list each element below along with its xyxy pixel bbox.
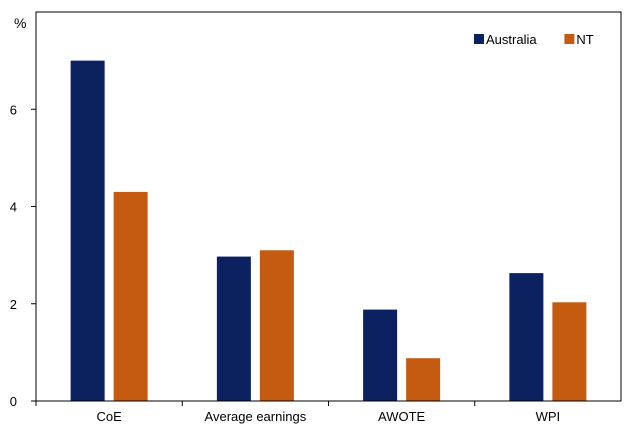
bar-australia-average-earnings: [216, 256, 251, 401]
bar-nt-average-earnings: [259, 250, 294, 401]
bar-series: [70, 60, 587, 401]
y-tick-label: 0: [10, 394, 17, 409]
x-tick-label: AWOTE: [378, 409, 426, 424]
y-axis-ticks: 0 2 4 6: [10, 102, 36, 409]
y-tick-label: 6: [10, 102, 17, 117]
bar-australia-coe: [70, 60, 105, 401]
y-tick-label: 2: [10, 297, 17, 312]
legend-label-nt: NT: [576, 32, 593, 47]
x-tick-label: WPI: [536, 409, 561, 424]
y-axis-unit-label: %: [14, 15, 26, 31]
legend-label-australia: Australia: [486, 32, 537, 47]
bar-australia-wpi: [509, 273, 544, 401]
plot-frame: [35, 11, 622, 402]
legend-swatch-australia: [474, 34, 484, 44]
x-tick-label: CoE: [96, 409, 122, 424]
x-tick-label: Average earnings: [205, 409, 307, 424]
bar-nt-wpi: [552, 302, 587, 401]
legend: Australia NT: [474, 32, 594, 47]
bar-nt-coe: [113, 191, 148, 401]
bar-australia-awote: [363, 309, 398, 401]
x-axis-labels: CoE Average earnings AWOTE WPI: [35, 401, 561, 424]
bar-nt-awote: [406, 358, 441, 401]
y-tick-label: 4: [10, 200, 17, 215]
legend-swatch-nt: [564, 34, 575, 44]
